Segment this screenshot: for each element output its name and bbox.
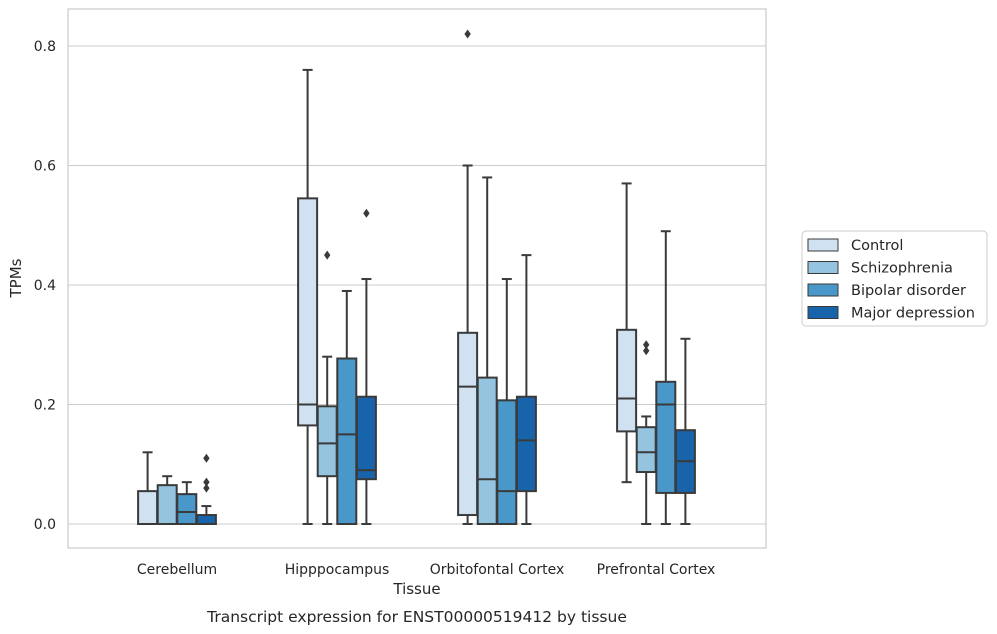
box-3-3 (674, 337, 696, 525)
legend-label: Schizophrenia (851, 261, 953, 277)
box-2-3 (515, 254, 537, 525)
box-body (476, 376, 498, 525)
legend-swatch (807, 261, 839, 274)
legend: Control Schizophrenia Bipolar disorder Majo… (801, 230, 988, 327)
outlier-point (203, 483, 210, 493)
legend-label: Control (851, 238, 903, 254)
x-tick-label: Prefrontal Cortex (597, 562, 716, 578)
box-body (336, 357, 358, 525)
box-1-3 (355, 208, 377, 525)
outlier-point (203, 453, 210, 463)
y-tick-labels: 0.0 0.2 0.4 0.6 0.8 (34, 39, 56, 533)
box-body (655, 380, 677, 494)
legend-label: Major depression (851, 306, 975, 322)
x-tick-label: Hipppocampus (285, 562, 390, 578)
boxes (137, 29, 696, 526)
legend-swatch (807, 306, 839, 319)
x-tick-label: Cerebellum (137, 562, 217, 578)
box-body (457, 331, 479, 517)
outlier-point (643, 346, 650, 356)
y-axis-label: TPMs (7, 258, 25, 298)
figure-caption: Transcript expression for ENST0000051941… (206, 608, 627, 626)
legend-swatch (807, 238, 839, 252)
box-2-0 (457, 29, 479, 525)
box-0-2 (176, 481, 198, 525)
box-2-1 (476, 176, 498, 525)
x-axis-label: Tissue (392, 580, 440, 598)
legend-frame (801, 230, 988, 327)
outlier-point (363, 208, 370, 218)
box-0-3 (195, 453, 217, 525)
plot-frame (67, 8, 767, 549)
outlier-point (324, 250, 331, 260)
y-tick-label: 0.0 (34, 517, 56, 533)
box-body (156, 484, 178, 526)
box-body (515, 395, 537, 493)
x-tick-label: Orbitofontal Cortex (430, 562, 565, 578)
x-tick-labels: Cerebellum Hipppocampus Orbitofontal Corte… (137, 562, 715, 578)
legend-swatch (807, 283, 839, 297)
outlier-point (203, 477, 210, 487)
box-body (616, 328, 638, 433)
y-tick-label: 0.8 (34, 39, 56, 55)
box-3-0 (616, 182, 638, 484)
box-body (635, 426, 657, 474)
y-tick-label: 0.4 (34, 278, 56, 294)
box-body (355, 395, 377, 481)
box-body (496, 399, 518, 526)
box-1-0 (297, 68, 319, 525)
box-body (297, 197, 319, 427)
y-tick-label: 0.6 (34, 159, 56, 175)
outlier-point (464, 29, 471, 39)
box-body (195, 514, 217, 525)
legend-label: Bipolar disorder (851, 283, 966, 299)
box-0-0 (137, 451, 159, 526)
box-body (137, 490, 159, 526)
outlier-point (643, 340, 650, 350)
y-tick-label: 0.2 (34, 398, 56, 414)
box-body (176, 493, 198, 525)
box-3-1 (635, 340, 657, 525)
box-body (316, 405, 338, 478)
